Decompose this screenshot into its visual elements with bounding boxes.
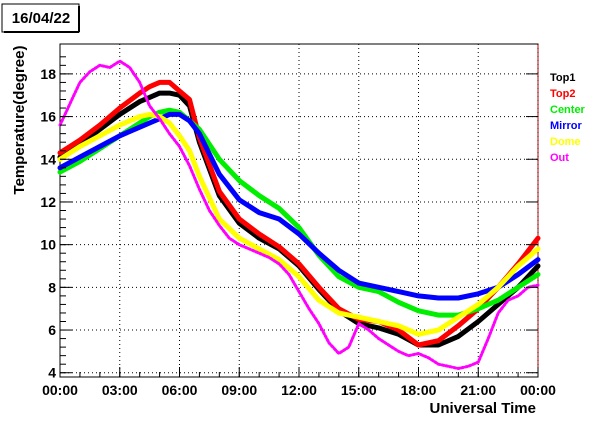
y-tick-label: 8 xyxy=(48,279,56,295)
y-tick-label: 12 xyxy=(40,194,56,210)
y-tick-label: 4 xyxy=(48,365,56,381)
legend-entry-dome: Dome xyxy=(550,136,581,148)
series-line-top1 xyxy=(57,90,541,348)
x-tick-label: 18:00 xyxy=(401,382,437,398)
y-axis-title: Temperature(degree) xyxy=(11,46,28,195)
x-tick-label: 09:00 xyxy=(221,382,257,398)
y-tick-label: 10 xyxy=(40,237,56,253)
y-tick-label: 18 xyxy=(40,66,56,82)
chart-title: 16/04/22 xyxy=(12,10,70,27)
x-tick-label: 00:00 xyxy=(42,382,78,398)
axes-layer: 4 6 8 10 12 14 16 18 00:00 03:00 06:00 09:00 12:00 15… xyxy=(40,56,556,398)
x-tick-label: 00:00 xyxy=(520,382,556,398)
legend: Top1 Top2 Center Mirror Dome Out xyxy=(550,72,586,164)
series-line-center xyxy=(57,107,541,318)
series-layer xyxy=(57,59,541,370)
y-tick-label: 6 xyxy=(48,322,56,338)
x-tick-label: 03:00 xyxy=(102,382,138,398)
legend-entry-out: Out xyxy=(550,152,569,164)
date-title-box: 16/04/22 xyxy=(1,3,80,33)
series-line-dome xyxy=(57,111,541,337)
legend-entry-top1: Top1 xyxy=(550,72,575,84)
y-tick-label: 14 xyxy=(40,151,56,167)
x-tick-label: 15:00 xyxy=(341,382,377,398)
x-tick-label: 12:00 xyxy=(281,382,317,398)
plot-frame xyxy=(59,43,539,378)
y-tick-label: 16 xyxy=(40,109,56,125)
series-line-out xyxy=(58,59,540,370)
series-line-mirror xyxy=(57,111,541,301)
series-line-top2 xyxy=(57,79,541,348)
legend-entry-mirror: Mirror xyxy=(550,120,583,132)
x-tick-label: 06:00 xyxy=(162,382,198,398)
legend-entry-center: Center xyxy=(550,104,586,116)
x-axis-title: Universal Time xyxy=(430,400,536,417)
x-tick-label: 21:00 xyxy=(460,382,496,398)
legend-entry-top2: Top2 xyxy=(550,88,575,100)
